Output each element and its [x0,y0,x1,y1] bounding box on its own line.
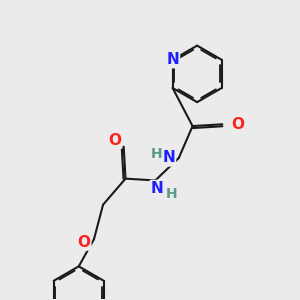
Text: H: H [166,187,177,201]
Text: O: O [231,117,244,132]
Text: N: N [166,52,179,67]
Text: O: O [77,235,90,250]
Text: O: O [108,133,121,148]
Text: N: N [151,181,164,196]
Text: H: H [151,147,162,161]
Text: N: N [162,151,175,166]
